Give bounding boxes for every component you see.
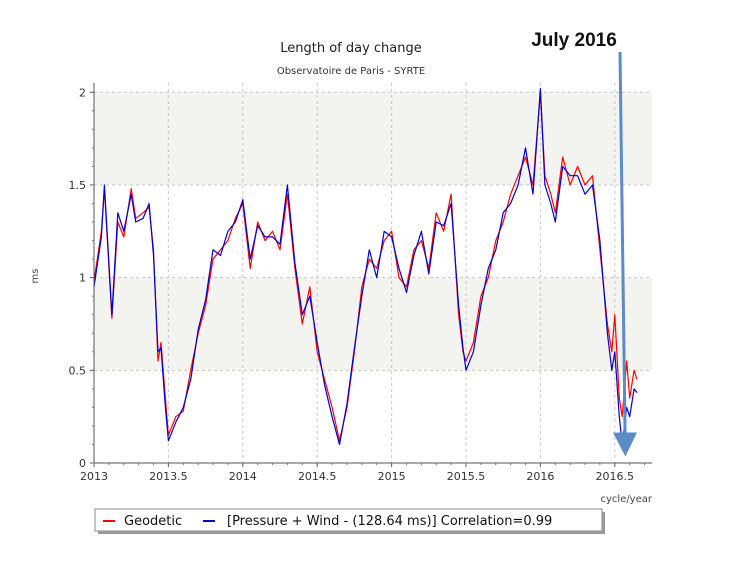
y-tick-label: 1.5	[69, 179, 87, 192]
plot-band-top	[94, 83, 652, 93]
legend-shadow	[602, 512, 605, 534]
plot-area: 2013 2013.5 2014 2014.5 2015 2015.5 2016 2016.5…	[69, 83, 652, 483]
annotation-arrow	[613, 51, 638, 457]
legend: Geodetic [Pressure + Wind - (128.64 ms)]…	[94, 508, 605, 534]
y-tick-label: 0	[79, 457, 86, 470]
chart-subtitle: Observatoire de Paris - SYRTE	[277, 66, 425, 77]
x-tick-label: 2014.5	[298, 470, 337, 483]
legend-label-pressure-wind: [Pressure + Wind - (128.64 ms)] Correlat…	[227, 514, 552, 529]
y-tick-label: 0.5	[69, 364, 87, 377]
x-tick-label: 2015.5	[447, 470, 486, 483]
plot-band	[94, 277, 652, 371]
x-axis-label: cycle/year	[600, 494, 652, 505]
series-line-pressure-wind	[93, 87, 638, 446]
plot-band	[94, 92, 652, 185]
x-tick-label: 2016.5	[596, 470, 635, 483]
y-axis-label: ms	[30, 269, 41, 284]
x-tick-label: 2014	[229, 470, 257, 483]
chart-title: Length of day change	[280, 41, 422, 56]
legend-shadow-bottom	[98, 531, 605, 534]
annotation-label: July 2016	[531, 30, 617, 51]
x-tick-label: 2016	[526, 470, 554, 483]
x-tick-label: 2015	[378, 470, 406, 483]
legend-label-geodetic: Geodetic	[124, 514, 182, 529]
y-tick-label: 1	[79, 272, 86, 285]
x-tick-label: 2013	[80, 470, 108, 483]
y-tick-label: 2	[79, 86, 86, 99]
annotation-july-2016: July 2016	[531, 30, 638, 457]
x-tick-label: 2013.5	[149, 470, 188, 483]
